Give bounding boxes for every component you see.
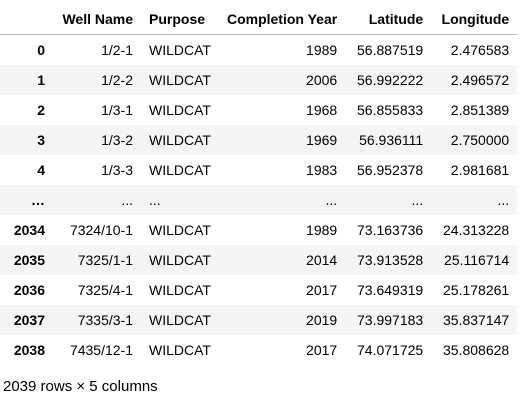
- row-index: …: [31, 192, 45, 208]
- column-header: Longitude: [431, 4, 518, 35]
- table-cell: 74.071725: [357, 342, 424, 358]
- row-index: 2036: [13, 282, 45, 298]
- table-row: 3 1/3-2 WILDCAT 1969 56.936111 2.750000: [0, 125, 518, 155]
- row-index: 2035: [13, 252, 45, 268]
- table-cell: ...: [411, 192, 424, 208]
- table-cell: 7325/4-1: [77, 282, 133, 298]
- table-cell: 25.178261: [443, 282, 510, 298]
- table-cell: WILDCAT: [149, 162, 211, 178]
- table-cell: 2017: [306, 342, 338, 358]
- row-index: 0: [37, 42, 45, 58]
- table-row: 2037 7335/3-1 WILDCAT 2019 73.997183 35.83714…: [0, 305, 518, 335]
- table-row: 2034 7324/10-1 WILDCAT 1989 73.163736 24.3132…: [0, 215, 517, 245]
- row-index: 2: [37, 102, 45, 118]
- table-cell: 1989: [306, 42, 338, 58]
- table-cell: ...: [149, 192, 161, 208]
- table-cell: 73.913528: [357, 252, 424, 268]
- table-cell: WILDCAT: [149, 252, 211, 268]
- table-cell: 1989: [306, 222, 338, 238]
- table-cell: 7325/1-1: [77, 252, 133, 268]
- table-cell: 7435/12-1: [69, 342, 133, 358]
- table-cell: 2014: [306, 252, 338, 268]
- column-header: Purpose: [141, 4, 219, 35]
- table-body: 0 1/2-1 WILDCAT 1989 56.887519 2.476583 1 1/2-2…: [0, 35, 518, 366]
- table-cell: 7335/3-1: [77, 312, 133, 328]
- table-cell: 2017: [306, 282, 338, 298]
- table-cell: 73.997183: [357, 312, 424, 328]
- table-cell: 2006: [306, 72, 338, 88]
- table-cell: 1969: [306, 132, 338, 148]
- table-cell: 56.887519: [357, 42, 424, 58]
- table-cell: 56.992222: [357, 72, 424, 88]
- table-row: 0 1/2-1 WILDCAT 1989 56.887519 2.476583: [0, 35, 517, 66]
- table-cell: WILDCAT: [149, 42, 211, 58]
- table-cell: 2.981681: [450, 162, 510, 178]
- table-cell: 2.750000: [450, 132, 510, 148]
- table-cell: 56.855833: [357, 102, 424, 118]
- table-header: Well Name Purpose Completion Year Latitude L…: [0, 4, 518, 35]
- table-cell: 56.936111: [359, 132, 424, 148]
- row-index: 3: [37, 132, 45, 148]
- table-cell: WILDCAT: [149, 282, 211, 298]
- page: Well Name Purpose Completion Year Latitude L…: [0, 4, 526, 403]
- table-cell: 24.313228: [443, 222, 510, 238]
- table-cell: 35.808628: [443, 342, 510, 358]
- row-count: 2039 rows × 5 columns: [3, 378, 158, 395]
- table-cell: ...: [497, 192, 510, 208]
- table-cell: 35.837147: [443, 312, 510, 328]
- row-index: 1: [37, 72, 45, 88]
- table-row: 4 1/3-3 WILDCAT 1983 56.952378 2.981681: [0, 155, 517, 185]
- table-cell: 1/3-1: [101, 102, 133, 118]
- table-cell: 1/2-2: [101, 72, 133, 88]
- row-index: 2038: [13, 342, 45, 358]
- table-cell: 2.476583: [450, 42, 510, 58]
- table-row: 2038 7435/12-1 WILDCAT 2017 74.071725 35.8086…: [0, 335, 517, 365]
- index-header: [0, 4, 53, 35]
- dataframe: Well Name Purpose Completion Year Latitude L…: [0, 4, 518, 366]
- table-cell: 1983: [306, 162, 338, 178]
- column-header: Completion Year: [218, 4, 346, 35]
- table-cell: 56.952378: [357, 162, 424, 178]
- table-row: 2 1/3-1 WILDCAT 1968 56.855833 2.851389: [0, 95, 517, 125]
- row-index: 2034: [13, 222, 45, 238]
- table-cell: WILDCAT: [149, 132, 211, 148]
- table-cell: 73.163736: [357, 222, 424, 238]
- table-cell: WILDCAT: [149, 222, 211, 238]
- table-cell: ...: [325, 192, 338, 208]
- table-cell: 1968: [306, 102, 338, 118]
- table-cell: WILDCAT: [149, 342, 211, 358]
- row-index: 2037: [13, 312, 45, 328]
- table-cell: WILDCAT: [149, 102, 211, 118]
- table-cell: ...: [121, 192, 133, 208]
- table-cell: 2.851389: [450, 102, 510, 118]
- table-cell: 73.649319: [357, 282, 424, 298]
- row-index: 4: [37, 162, 45, 178]
- table-row: 1 1/2-2 WILDCAT 2006 56.992222 2.496572: [0, 65, 518, 95]
- table-cell: 7324/10-1: [69, 222, 133, 238]
- table-row: 2036 7325/4-1 WILDCAT 2017 73.649319 25.17826…: [0, 275, 517, 305]
- table-cell: WILDCAT: [149, 72, 211, 88]
- table-row: …...............: [0, 185, 518, 215]
- header-row: Well Name Purpose Completion Year Latitude L…: [0, 4, 518, 35]
- column-header: Well Name: [53, 4, 141, 35]
- table-cell: 2019: [306, 312, 338, 328]
- table-row: 2035 7325/1-1 WILDCAT 2014 73.913528 25.11671…: [0, 245, 518, 275]
- table-cell: 1/3-3: [101, 162, 133, 178]
- table-cell: WILDCAT: [149, 312, 211, 328]
- table-cell: 25.116714: [444, 252, 510, 268]
- table-cell: 1/3-2: [101, 132, 133, 148]
- column-header: Latitude: [345, 4, 432, 35]
- table-cell: 2.496572: [450, 72, 510, 88]
- table-cell: 1/2-1: [101, 42, 133, 58]
